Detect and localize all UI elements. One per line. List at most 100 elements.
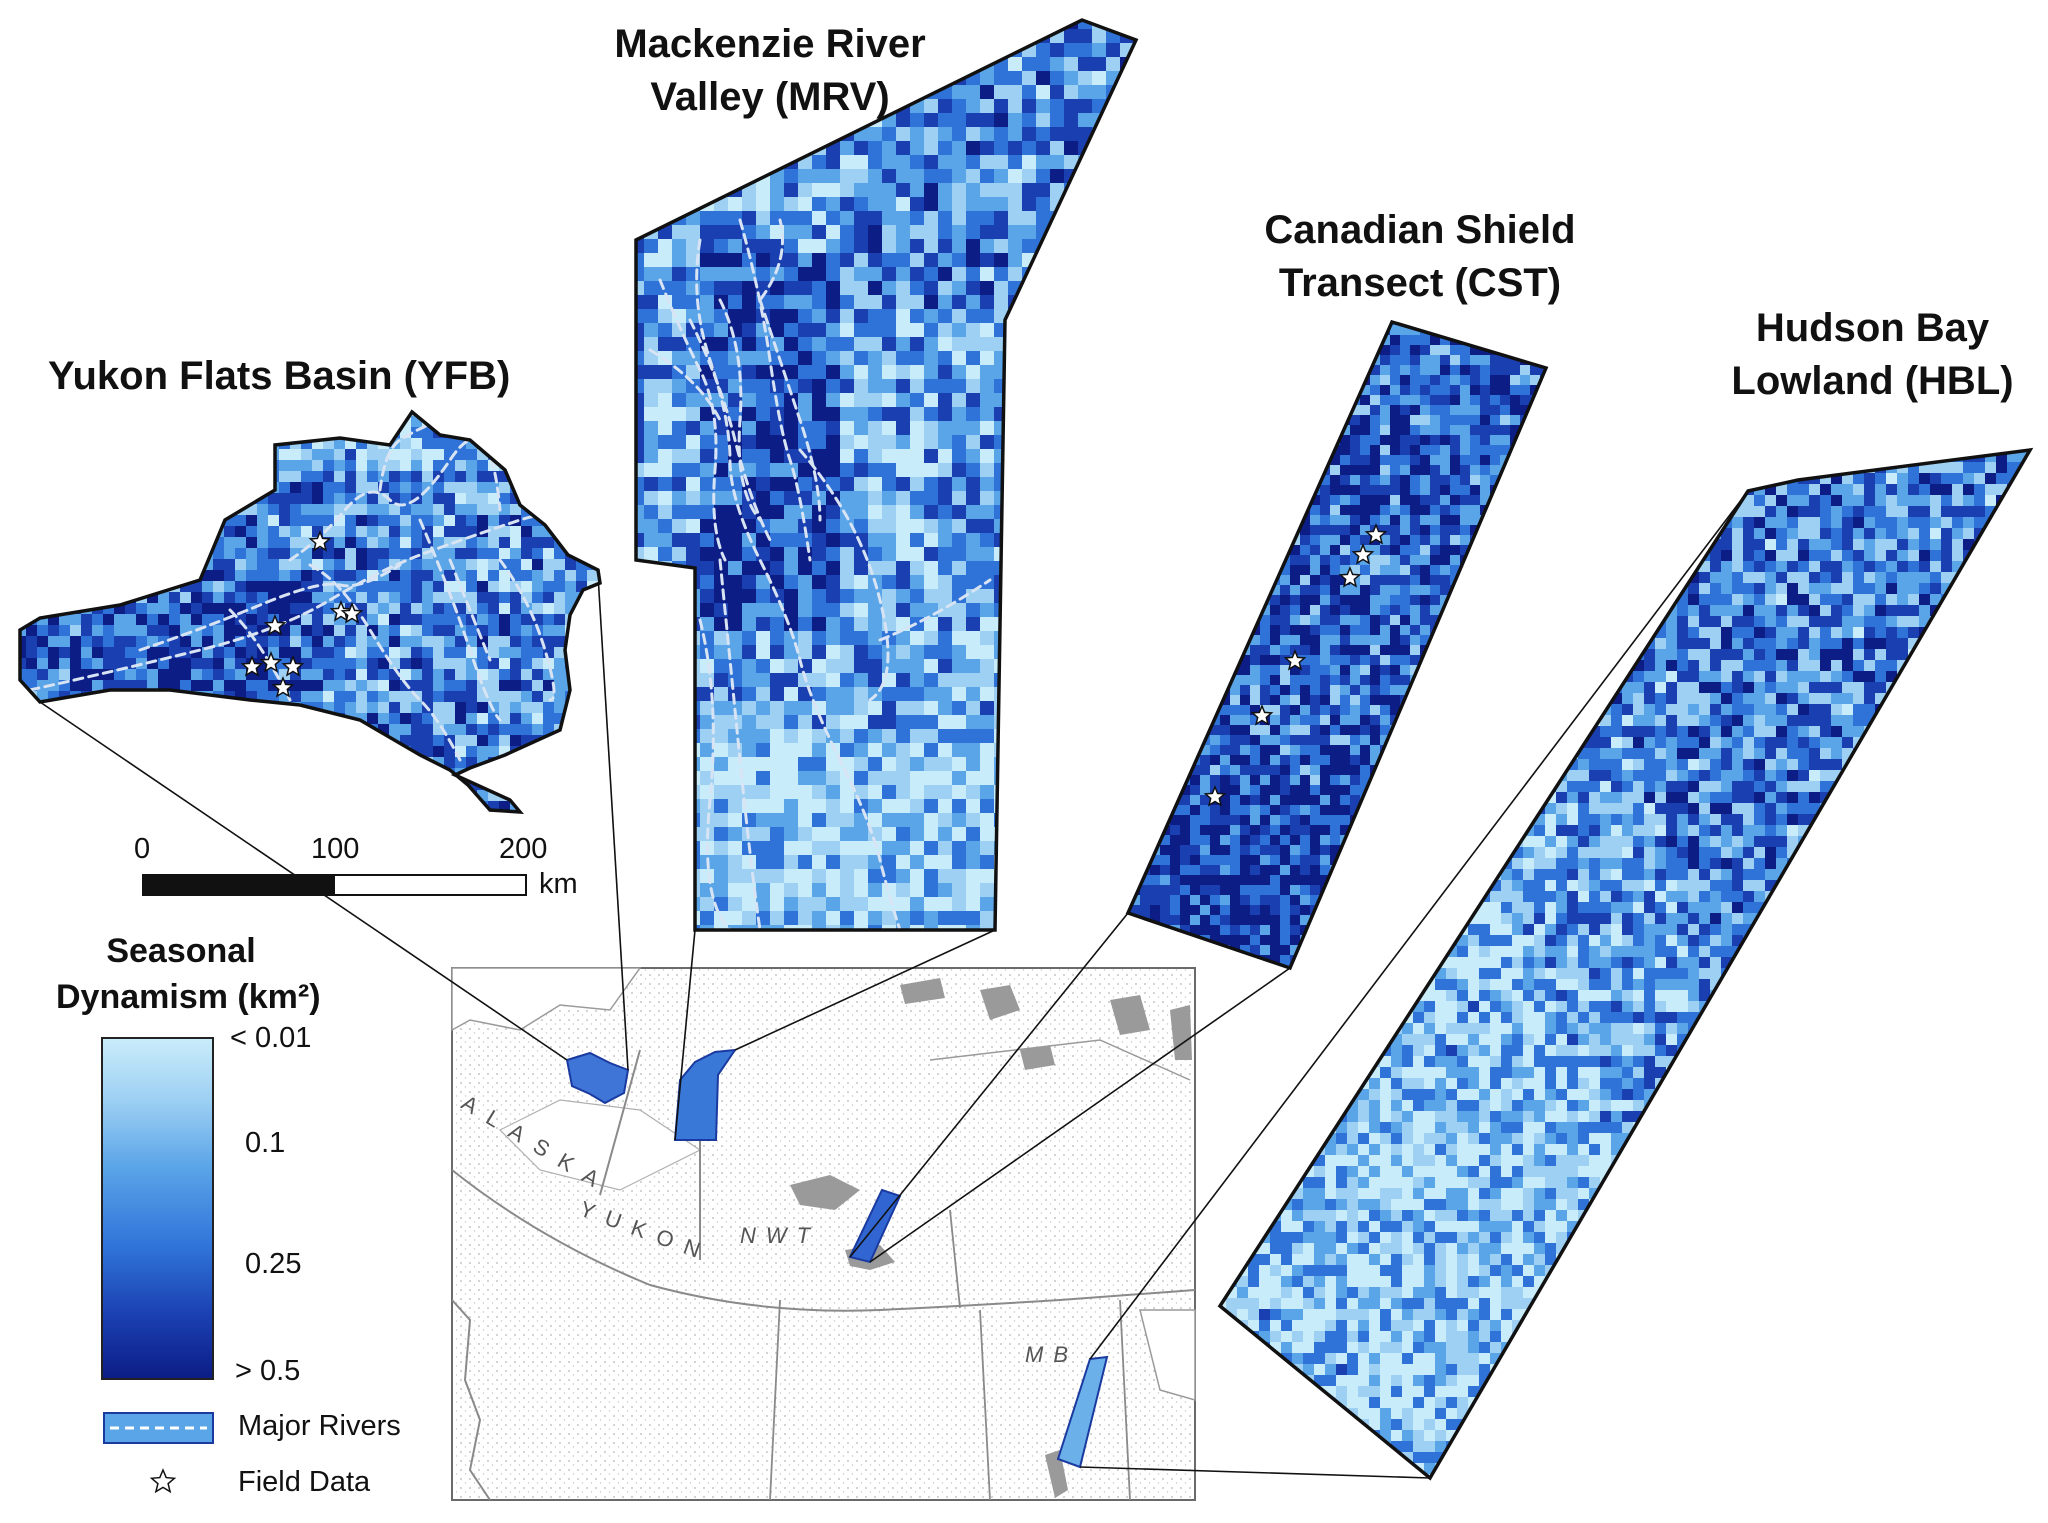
raster-cell (455, 493, 467, 505)
raster-cell (1500, 325, 1511, 336)
raster-cell (658, 869, 673, 884)
raster-cell (966, 505, 981, 520)
raster-cell (1078, 925, 1093, 940)
raster-cell (114, 592, 126, 604)
raster-cell (812, 869, 827, 884)
raster-cell (1106, 701, 1121, 716)
raster-cell (630, 827, 645, 842)
raster-cell (1420, 335, 1431, 346)
raster-cell (672, 575, 687, 590)
raster-cell (1260, 325, 1271, 336)
raster-cell (1170, 335, 1181, 346)
raster-cell (257, 471, 269, 483)
raster-cell (1050, 435, 1065, 450)
raster-cell (1210, 395, 1221, 406)
raster-cell (1008, 575, 1023, 590)
raster-cell (1064, 211, 1079, 226)
raster-cell (235, 427, 247, 439)
raster-cell (48, 482, 60, 494)
raster-cell (433, 625, 445, 637)
raster-cell (92, 515, 104, 527)
raster-cell (994, 659, 1009, 674)
raster-cell (840, 855, 855, 870)
raster-cell (37, 625, 49, 637)
raster-cell (598, 702, 610, 714)
raster-cell (521, 713, 533, 725)
raster-cell (868, 911, 883, 926)
raster-cell (644, 421, 659, 436)
raster-cell (323, 790, 335, 802)
raster-cell (1340, 355, 1351, 366)
raster-cell (868, 267, 883, 282)
raster-cell (938, 897, 953, 912)
raster-cell (1280, 405, 1291, 416)
raster-cell (1130, 315, 1141, 326)
raster-cell (1120, 85, 1135, 100)
raster-cell (1120, 771, 1135, 786)
raster-cell (980, 253, 995, 268)
raster-cell (312, 636, 324, 648)
raster-cell (700, 519, 715, 534)
raster-cell (213, 570, 225, 582)
raster-cell (268, 416, 280, 428)
raster-cell (576, 427, 588, 439)
raster-cell (1260, 375, 1271, 386)
raster-cell (1064, 589, 1079, 604)
raster-cell (147, 603, 159, 615)
raster-cell (92, 416, 104, 428)
raster-cell (1220, 335, 1231, 346)
raster-cell (1410, 405, 1421, 416)
raster-cell (1520, 345, 1531, 356)
raster-cell (994, 673, 1009, 688)
raster-cell (854, 267, 869, 282)
raster-cell (1380, 405, 1391, 416)
raster-cell (433, 768, 445, 780)
raster-cell (15, 570, 27, 582)
raster-cell (910, 603, 925, 618)
raster-cell (826, 631, 841, 646)
raster-cell (728, 197, 743, 212)
raster-cell (826, 183, 841, 198)
raster-cell (334, 691, 346, 703)
raster-cell (1092, 645, 1107, 660)
raster-cell (213, 746, 225, 758)
raster-cell (257, 427, 269, 439)
raster-cell (81, 405, 93, 417)
raster-cell (1106, 561, 1121, 576)
raster-cell (268, 581, 280, 593)
raster-cell (1170, 355, 1181, 366)
raster-cell (966, 337, 981, 352)
raster-cell (1310, 345, 1321, 356)
raster-cell (235, 405, 247, 417)
raster-cell (826, 309, 841, 324)
raster-cell (952, 855, 967, 870)
raster-cell (1064, 43, 1079, 58)
raster-cell (290, 625, 302, 637)
raster-cell (1370, 375, 1381, 386)
raster-cell (1106, 911, 1121, 926)
raster-cell (532, 416, 544, 428)
raster-cell (235, 471, 247, 483)
raster-cell (356, 625, 368, 637)
raster-cell (180, 790, 192, 802)
raster-cell (924, 687, 939, 702)
raster-cell (1106, 463, 1121, 478)
raster-cell (882, 589, 897, 604)
raster-cell (191, 779, 203, 791)
raster-cell (598, 757, 610, 769)
raster-cell (882, 463, 897, 478)
raster-cell (356, 592, 368, 604)
raster-cell (521, 625, 533, 637)
raster-cell (742, 351, 757, 366)
raster-cell (742, 855, 757, 870)
raster-cell (770, 561, 785, 576)
raster-cell (938, 715, 953, 730)
raster-cell (169, 515, 181, 527)
raster-cell (59, 482, 71, 494)
raster-cell (630, 883, 645, 898)
raster-cell (576, 779, 588, 791)
raster-cell (630, 771, 645, 786)
raster-cell (1050, 477, 1065, 492)
raster-cell (290, 757, 302, 769)
raster-cell (92, 482, 104, 494)
